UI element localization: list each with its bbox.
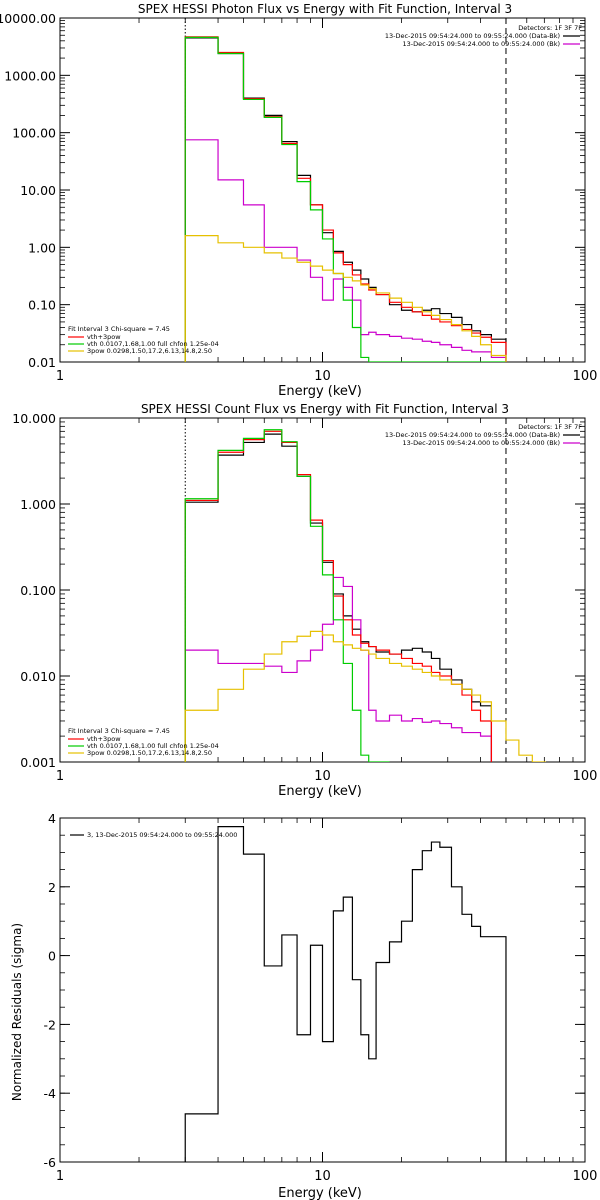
legend-label: 13-Dec-2015 09:54:24.000 to 09:55:24.000…: [403, 40, 561, 48]
x-axis-label: Energy (keV): [278, 784, 362, 799]
chart-title: SPEX HESSI Photon Flux vs Energy with Fi…: [138, 2, 512, 16]
y-axis-label: Normalized Residuals (sigma): [10, 923, 24, 1101]
y-tick-label: 0.01: [28, 355, 56, 370]
x-tick-label: 100: [573, 369, 598, 384]
legend-entry: vth 0.0107,1.68,1.00 full chfon 1.25e-04: [68, 340, 219, 348]
legend-entry: 13-Dec-2015 09:54:24.000 to 09:55:24.000…: [403, 40, 580, 48]
y-tick-label: 4: [48, 811, 56, 826]
series-line: [184, 36, 506, 362]
legend-label: vth 0.0107,1.68,1.00 full chfon 1.25e-04: [87, 742, 219, 750]
y-tick-label: -2: [44, 1017, 56, 1032]
legend-bottom: Fit Interval 3 Chi-square = 7.45 vth+3po…: [68, 325, 219, 355]
y-tick-label: 0.100: [20, 583, 56, 598]
legend-label: 13-Dec-2015 09:54:24.000 to 09:55:24.000…: [403, 439, 561, 447]
y-tick-label: -4: [44, 1086, 57, 1101]
legend-label: 13-Dec-2015 09:54:24.000 to 09:55:24.000…: [385, 431, 560, 439]
y-tick-label: 0: [48, 949, 56, 964]
series-line: [184, 826, 507, 1162]
legend-heading: Detectors: 1F 3F 7F: [518, 423, 582, 431]
y-tick-label: 10.00: [20, 183, 56, 198]
series-line: [184, 630, 546, 762]
plot-area: 1 10 100 0.001 0.010 0.100 1.000 10.000: [12, 411, 597, 784]
residuals-chart: 1 10 100 -6 -4 -2 0 2 4 Energy (keV) Normalized …: [10, 811, 597, 1200]
x-axis-label: Energy (keV): [278, 1186, 362, 1200]
photon-flux-chart: SPEX HESSI Photon Flux vs Energy with Fi…: [0, 2, 597, 399]
series-group: [184, 826, 507, 1162]
x-tick-label: 1: [56, 369, 64, 384]
legend-label: vth+3pow: [87, 735, 121, 743]
x-tick-label: 1: [56, 769, 64, 784]
legend-heading: Fit Interval 3 Chi-square = 7.45: [68, 727, 170, 735]
y-tick-label: 0.10: [28, 298, 56, 313]
series-line: [184, 235, 507, 362]
x-tick-label: 10: [314, 769, 331, 784]
legend-entry: 3pow 0.0298,1.50,17.2,6.13,14.8,2.50: [68, 749, 212, 757]
chart-title: SPEX HESSI Count Flux vs Energy with Fit…: [141, 402, 509, 416]
series-line: [184, 139, 507, 362]
y-tick-label: 0.001: [20, 755, 56, 770]
legend-top: Detectors: 1F 3F 7F 13-Dec-2015 09:54:24…: [385, 423, 582, 447]
legend: 3, 13-Dec-2015 09:54:24.000 to 09:55:24.…: [70, 831, 237, 839]
legend-entry: vth+3pow: [68, 735, 121, 743]
legend-label: vth 0.0107,1.68,1.00 full chfon 1.25e-04: [87, 340, 219, 348]
y-tick-label: 1000.00: [4, 68, 56, 83]
series-group: [184, 36, 507, 362]
y-tick-label: 1.00: [28, 240, 56, 255]
plot-area: 1 10 100 -6 -4 -2 0 2 4: [44, 811, 598, 1184]
x-axis-label: Energy (keV): [278, 384, 362, 399]
legend-entry: 3pow 0.0298,1.50,17.2,6.13,14.8,2.50: [68, 347, 212, 355]
plot-area: 1 10 100 0.01 0.10 1.00 10.00 100.00 1000.00 1000…: [0, 11, 597, 384]
y-tick-label: 0.010: [20, 669, 56, 684]
x-tick-label: 10: [314, 1169, 331, 1184]
legend-bottom: Fit Interval 3 Chi-square = 7.45 vth+3po…: [68, 727, 219, 757]
legend-entry: 13-Dec-2015 09:54:24.000 to 09:55:24.000…: [385, 431, 580, 439]
legend-top: Detectors: 1F 3F 7F 13-Dec-2015 09:54:24…: [385, 24, 582, 48]
legend-entry: vth+3pow: [68, 333, 121, 341]
y-tick-label: 10000.00: [0, 11, 56, 26]
series-line: [184, 429, 390, 762]
x-tick-label: 100: [573, 769, 598, 784]
y-tick-label: 1.000: [20, 497, 56, 512]
legend-label: 3pow 0.0298,1.50,17.2,6.13,14.8,2.50: [87, 347, 212, 355]
legend-label: 3pow 0.0298,1.50,17.2,6.13,14.8,2.50: [87, 749, 212, 757]
legend-entry: 13-Dec-2015 09:54:24.000 to 09:55:24.000…: [385, 32, 580, 40]
legend-heading: Fit Interval 3 Chi-square = 7.45: [68, 325, 170, 333]
x-tick-label: 10: [314, 369, 331, 384]
legend-label: 3, 13-Dec-2015 09:54:24.000 to 09:55:24.…: [87, 831, 237, 839]
series-line: [184, 576, 493, 762]
legend-label: 13-Dec-2015 09:54:24.000 to 09:55:24.000…: [385, 32, 560, 40]
y-tick-label: 2: [48, 880, 56, 895]
y-tick-label: 100.00: [12, 126, 56, 141]
legend-heading: Detectors: 1F 3F 7F: [518, 24, 582, 32]
y-tick-label: -6: [44, 1155, 57, 1170]
x-tick-label: 100: [573, 1169, 598, 1184]
x-tick-label: 1: [56, 1169, 64, 1184]
series-group: [184, 429, 546, 762]
legend-entry: 13-Dec-2015 09:54:24.000 to 09:55:24.000…: [403, 439, 580, 447]
y-tick-label: 10.000: [12, 411, 56, 426]
count-flux-chart: SPEX HESSI Count Flux vs Energy with Fit…: [12, 402, 597, 799]
legend-label: vth+3pow: [87, 333, 121, 341]
legend-entry: vth 0.0107,1.68,1.00 full chfon 1.25e-04: [68, 742, 219, 750]
